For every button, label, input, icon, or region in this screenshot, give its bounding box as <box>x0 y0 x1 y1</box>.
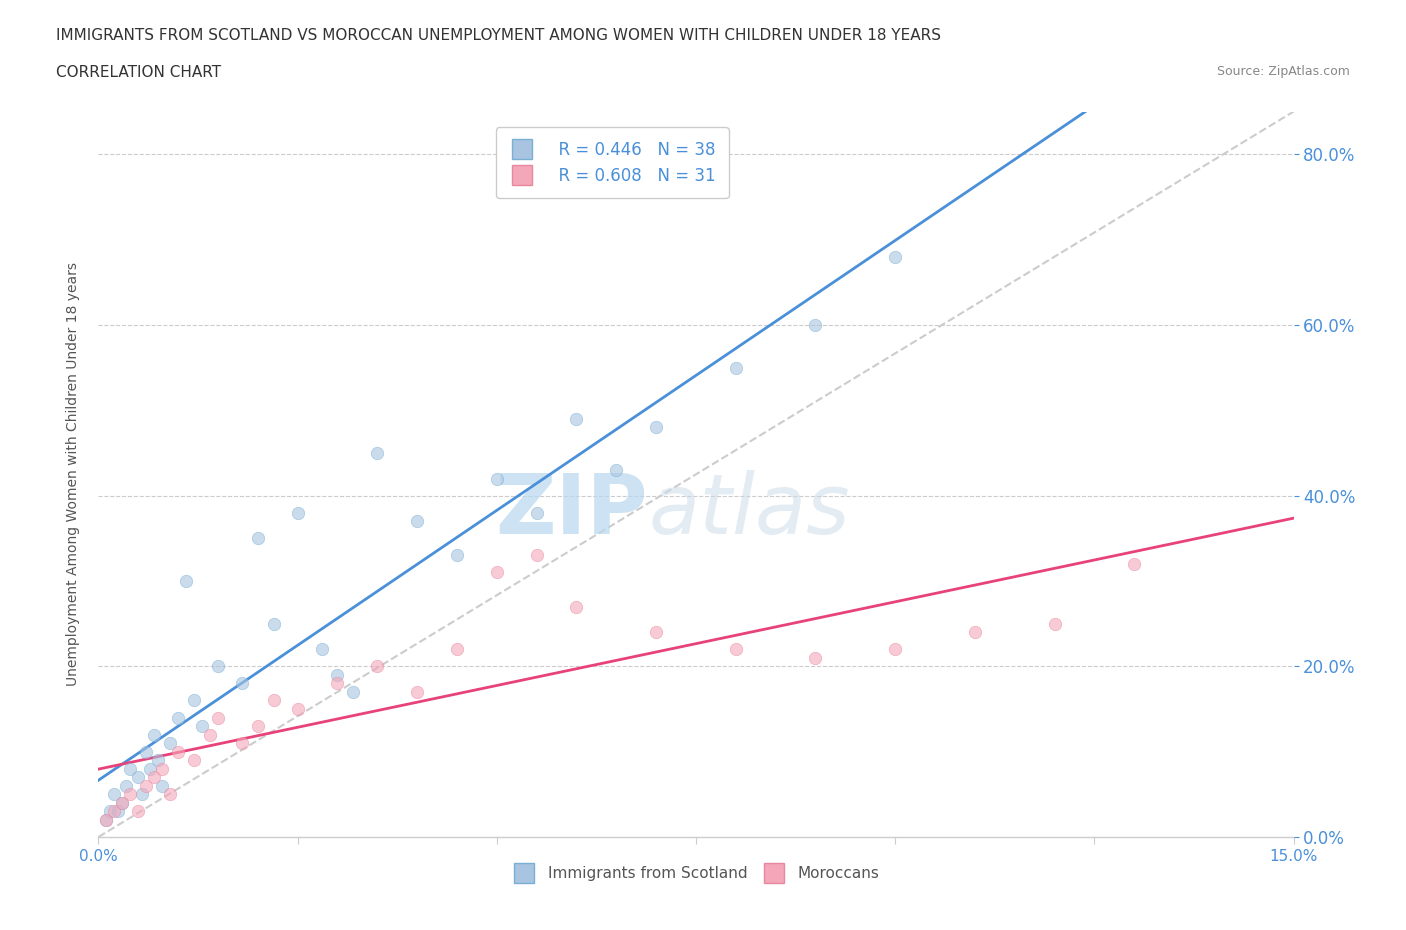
Text: CORRELATION CHART: CORRELATION CHART <box>56 65 221 80</box>
Point <box>131 787 153 802</box>
Point <box>98 804 122 818</box>
Point <box>111 795 134 810</box>
Point <box>174 574 197 589</box>
Point <box>287 505 309 520</box>
Point <box>135 744 157 759</box>
Y-axis label: Unemployment Among Women with Children Under 18 years: Unemployment Among Women with Children U… <box>66 262 80 686</box>
Text: IMMIGRANTS FROM SCOTLAND VS MOROCCAN UNEMPLOYMENT AMONG WOMEN WITH CHILDREN UNDE: IMMIGRANTS FROM SCOTLAND VS MOROCCAN UNE… <box>56 28 941 43</box>
Point <box>526 505 548 520</box>
Text: atlas: atlas <box>648 470 849 551</box>
Point <box>246 531 269 546</box>
Point <box>167 711 190 725</box>
Point <box>485 472 508 486</box>
Point <box>605 462 627 477</box>
Point <box>183 693 205 708</box>
Point <box>485 565 508 580</box>
Point <box>107 804 129 818</box>
Point <box>231 676 253 691</box>
Point <box>96 813 118 828</box>
Point <box>207 658 229 673</box>
Text: Source: ZipAtlas.com: Source: ZipAtlas.com <box>1216 65 1350 78</box>
Point <box>167 744 190 759</box>
Point <box>724 360 747 375</box>
Point <box>263 693 285 708</box>
Legend: Immigrants from Scotland, Moroccans: Immigrants from Scotland, Moroccans <box>506 860 886 887</box>
Point <box>207 711 229 725</box>
Point <box>366 658 388 673</box>
Point <box>342 684 364 699</box>
Point <box>159 787 181 802</box>
Point <box>366 445 388 460</box>
Point <box>150 762 173 777</box>
Point <box>446 548 468 563</box>
Point <box>287 701 309 716</box>
Text: ZIP: ZIP <box>496 470 648 551</box>
Point <box>127 770 149 785</box>
Point <box>446 642 468 657</box>
Point <box>1043 617 1066 631</box>
Point <box>115 778 138 793</box>
Point <box>96 813 118 828</box>
Point <box>804 317 827 332</box>
Point <box>326 676 349 691</box>
Point <box>143 770 166 785</box>
Point <box>724 642 747 657</box>
Point <box>231 736 253 751</box>
Point <box>127 804 149 818</box>
Point <box>120 787 142 802</box>
Point <box>263 617 285 631</box>
Point <box>150 778 173 793</box>
Point <box>111 795 134 810</box>
Point <box>311 642 333 657</box>
Point <box>645 625 668 640</box>
Point <box>526 548 548 563</box>
Point <box>406 684 429 699</box>
Point <box>191 719 214 734</box>
Point <box>143 727 166 742</box>
Point <box>148 752 170 767</box>
Point <box>103 787 125 802</box>
Point <box>884 249 907 264</box>
Point <box>645 420 668 435</box>
Point <box>120 762 142 777</box>
Point <box>246 719 269 734</box>
Point <box>198 727 221 742</box>
Point <box>406 513 429 528</box>
Point <box>884 642 907 657</box>
Point <box>963 625 986 640</box>
Point <box>183 752 205 767</box>
Point <box>1123 556 1146 571</box>
Point <box>565 599 588 614</box>
Point <box>135 778 157 793</box>
Point <box>326 668 349 683</box>
Point <box>139 762 162 777</box>
Point <box>159 736 181 751</box>
Point <box>103 804 125 818</box>
Point <box>565 411 588 426</box>
Point <box>804 650 827 665</box>
